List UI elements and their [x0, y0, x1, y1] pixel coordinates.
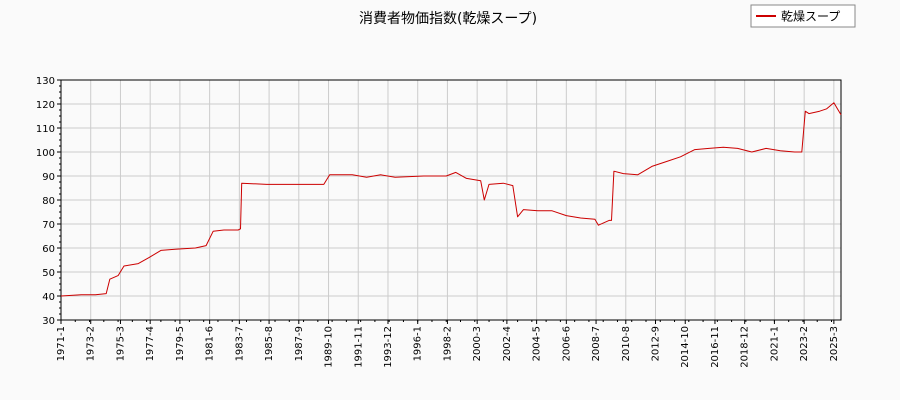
series-line-0 — [60, 102, 842, 297]
x-tick-label: 1973-2 — [86, 326, 97, 361]
series-group — [60, 102, 842, 297]
x-tick-label: 1983-7 — [234, 326, 245, 361]
legend-label-dry-soup: 乾燥スープ — [781, 10, 840, 24]
x-tick-label: 2004-5 — [532, 326, 543, 361]
x-tick-label: 2016-11 — [710, 326, 721, 368]
x-tick-label: 1979-5 — [175, 326, 186, 361]
x-tick-label: 2025-3 — [829, 326, 840, 361]
y-tick-label: 130 — [36, 76, 55, 87]
x-tick-label: 1993-12 — [383, 326, 394, 368]
x-tick-label: 1977-4 — [145, 326, 156, 361]
x-tick-label: 2021-1 — [769, 326, 780, 361]
x-tick-label: 2000-3 — [472, 326, 483, 361]
x-tick-label: 2018-12 — [740, 326, 751, 368]
y-tick-label: 40 — [42, 292, 55, 303]
y-tick-label: 70 — [42, 220, 55, 231]
grid-lines — [60, 79, 841, 321]
x-tick-label: 1989-10 — [324, 326, 335, 368]
legend-box — [750, 4, 856, 28]
x-tick-label: 1991-11 — [353, 326, 364, 368]
x-tick-label: 2023-2 — [799, 326, 810, 361]
x-tick-label: 2012-9 — [651, 326, 662, 361]
y-axis-ticks: 30 40 50 60 70 80 90 100 110 120 130 — [36, 76, 61, 327]
x-tick-label: 2002-4 — [502, 326, 513, 361]
y-tick-label: 80 — [42, 196, 55, 207]
x-tick-label: 1975-3 — [115, 326, 126, 361]
x-tick-label: 2008-7 — [591, 326, 602, 361]
x-tick-label: 1987-9 — [294, 326, 305, 361]
y-tick-label: 110 — [36, 124, 55, 135]
x-tick-label: 1996-1 — [413, 326, 424, 361]
x-axis-ticks: 1971-1 1973-2 1975-3 1977-4 1979-5 1981-6 1983… — [56, 320, 840, 368]
y-tick-label: 50 — [42, 268, 55, 279]
x-tick-label: 2010-8 — [621, 326, 632, 361]
y-tick-label: 60 — [42, 244, 55, 255]
x-tick-label: 1981-6 — [205, 326, 216, 361]
x-tick-label: 2014-10 — [680, 326, 691, 368]
y-tick-label: 120 — [36, 100, 55, 111]
legend[interactable]: 乾燥スープ — [750, 4, 856, 28]
x-tick-label: 1971-1 — [56, 326, 67, 361]
y-tick-label: 90 — [42, 172, 55, 183]
x-tick-label: 1998-2 — [442, 326, 453, 361]
y-tick-label: 30 — [42, 316, 55, 327]
y-tick-label: 100 — [36, 148, 55, 159]
plot-frame — [60, 79, 842, 321]
x-tick-label: 2006-6 — [561, 326, 572, 361]
chart-title: 消費者物価指数(乾燥スープ) — [359, 11, 537, 27]
x-tick-label: 1985-8 — [264, 326, 275, 361]
